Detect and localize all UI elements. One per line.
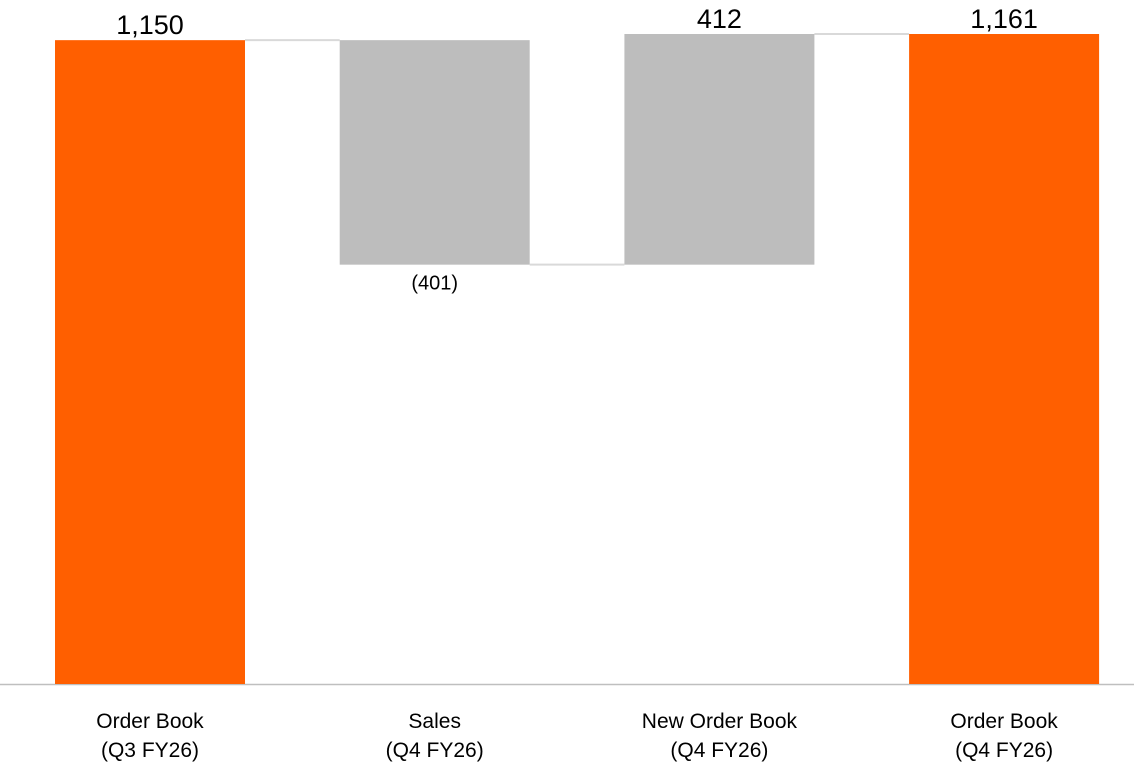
bar-4 bbox=[909, 34, 1100, 684]
bar-1 bbox=[55, 40, 245, 684]
bar-3 bbox=[624, 34, 815, 265]
data-label-2: (401) bbox=[411, 273, 458, 295]
category-label-1-line-2: (Q3 FY26) bbox=[101, 739, 199, 762]
category-label-4-line-1: Order Book bbox=[950, 710, 1058, 733]
category-label-1-line-1: Order Book bbox=[96, 710, 204, 733]
category-label-3-line-1: New Order Book bbox=[642, 710, 798, 733]
data-label-3: 412 bbox=[697, 4, 742, 34]
data-label-1: 1,150 bbox=[116, 10, 184, 40]
category-label-4-line-2: (Q4 FY26) bbox=[955, 739, 1053, 762]
category-label-3-line-2: (Q4 FY26) bbox=[670, 739, 768, 762]
category-label-2-line-2: (Q4 FY26) bbox=[386, 739, 484, 762]
bar-2 bbox=[339, 40, 530, 265]
category-label-2-line-1: Sales bbox=[408, 710, 461, 733]
data-label-4: 1,161 bbox=[970, 4, 1038, 34]
